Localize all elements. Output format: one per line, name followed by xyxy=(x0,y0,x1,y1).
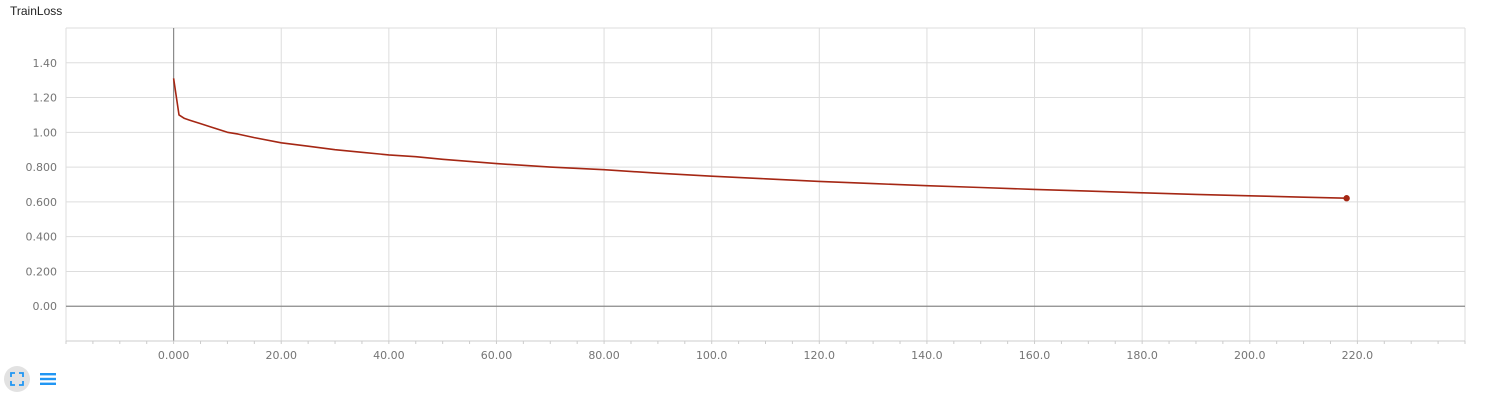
x-tick-label: 0.000 xyxy=(158,349,190,362)
series-line[interactable] xyxy=(172,78,1347,199)
x-tick-label: 220.0 xyxy=(1342,349,1374,362)
y-tick-label: 0.200 xyxy=(26,265,58,278)
chart-title: TrainLoss xyxy=(10,4,63,18)
x-tick-label: 180.0 xyxy=(1126,349,1158,362)
y-tick-label: 0.00 xyxy=(33,300,58,313)
y-tick-label: 0.400 xyxy=(26,231,58,244)
x-tick-label: 20.00 xyxy=(265,349,297,362)
grid-lines xyxy=(65,27,1466,341)
y-tick-label: 0.600 xyxy=(26,196,58,209)
x-tick-label: 160.0 xyxy=(1019,349,1051,362)
x-tick-label: 200.0 xyxy=(1234,349,1266,362)
y-tick-label: 1.40 xyxy=(33,57,58,70)
data-table-icon xyxy=(40,373,56,385)
x-tick-label: 40.00 xyxy=(373,349,405,362)
y-axis-ticks: 0.00 0.200 0.400 0.600 0.800 1.00 1.20 1.40 xyxy=(26,57,58,313)
x-tick-label: 80.00 xyxy=(588,349,620,362)
data-table-button[interactable] xyxy=(35,366,61,392)
x-tick-label: 100.0 xyxy=(696,349,728,362)
fit-domain-icon xyxy=(10,372,24,386)
series-layer xyxy=(172,78,1350,202)
series-last-point[interactable] xyxy=(1343,195,1350,202)
x-tick-label: 60.00 xyxy=(481,349,513,362)
y-tick-label: 1.00 xyxy=(33,126,58,139)
y-tick-label: 1.20 xyxy=(33,92,58,105)
axes xyxy=(65,28,1466,344)
y-tick-label: 0.800 xyxy=(26,161,58,174)
x-tick-label: 140.0 xyxy=(911,349,943,362)
x-axis-ticks: 0.000 20.00 40.00 60.00 80.00 100.0 120.0 140.0… xyxy=(158,349,1373,362)
fit-domain-button[interactable] xyxy=(4,366,30,392)
x-tick-label: 120.0 xyxy=(804,349,836,362)
